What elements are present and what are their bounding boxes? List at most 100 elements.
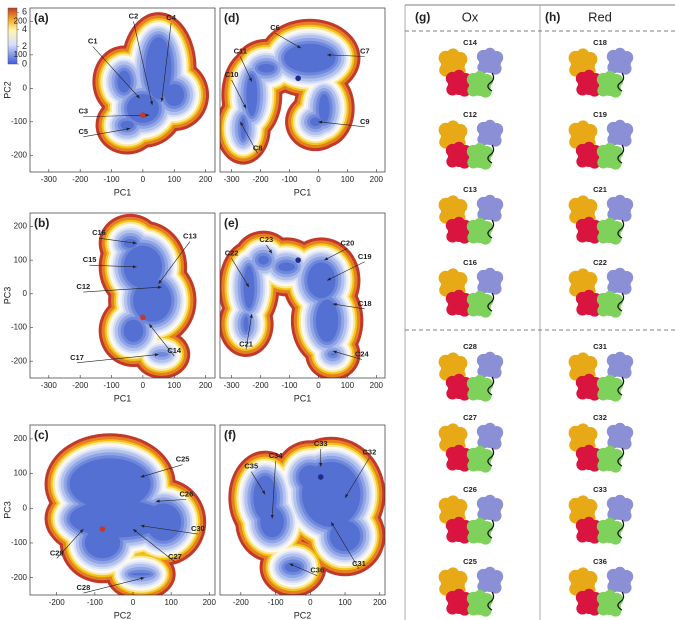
- structure-part: [588, 459, 601, 472]
- density-level: [257, 255, 269, 265]
- arrow-head: [270, 514, 274, 519]
- structure-part: [477, 61, 490, 74]
- x-tick-label: 100: [341, 175, 355, 184]
- colorbar-tick-label: 2: [22, 41, 27, 51]
- structure-label: C27: [463, 413, 477, 422]
- cluster-label: C3: [79, 107, 89, 116]
- structure-label: C33: [593, 485, 607, 494]
- structure-part: [588, 388, 601, 401]
- structure-part: [447, 268, 459, 281]
- cluster-arrow: [330, 521, 360, 569]
- arrow-head: [332, 350, 337, 354]
- x-tick-label: 100: [338, 598, 352, 607]
- colorbar-tick-label: 0: [22, 58, 27, 68]
- arrow-head: [136, 94, 140, 99]
- arrow-head: [268, 249, 273, 254]
- structure-part: [577, 268, 589, 281]
- structure-part: [447, 352, 459, 365]
- structure-part: [609, 604, 622, 617]
- structure-linker: [487, 376, 495, 396]
- x-tick-label: 200: [199, 175, 213, 184]
- structure-label: C14: [463, 38, 478, 47]
- x-tick-label: 100: [341, 381, 355, 390]
- structure-part: [583, 69, 595, 81]
- cluster-arrow: [83, 286, 162, 293]
- cluster-label: C26: [180, 489, 194, 498]
- structure-linker: [617, 376, 625, 396]
- structure-part: [597, 388, 610, 401]
- cluster-label: C32: [362, 448, 376, 457]
- structure-part: [477, 580, 490, 593]
- structure-part: [467, 156, 480, 169]
- structure-part: [607, 508, 620, 521]
- structure-part: [576, 155, 589, 168]
- structure-part: [614, 194, 626, 206]
- structure-part: [614, 351, 626, 363]
- structure-part: [474, 589, 486, 601]
- panel-label: (b): [34, 216, 49, 230]
- structure-part: [607, 208, 620, 221]
- colorbar-tick-label: 6: [22, 7, 27, 17]
- structure-part: [576, 530, 589, 543]
- structure-part: [458, 531, 471, 544]
- density-level: [246, 73, 258, 117]
- cluster-label: C8: [253, 144, 263, 153]
- density-level: [69, 458, 151, 510]
- structure-part: [614, 422, 626, 434]
- structure-label: C21: [593, 185, 607, 194]
- x-tick-label: 200: [203, 598, 217, 607]
- structure-part: [577, 48, 589, 61]
- structure-part: [607, 61, 620, 74]
- structure-part: [458, 231, 471, 244]
- structure-part: [577, 423, 589, 436]
- density-level: [330, 353, 336, 356]
- cluster-arrow: [271, 461, 276, 519]
- x-tick-label: -200: [72, 381, 89, 390]
- structure-part: [597, 531, 610, 544]
- structure-linker: [487, 72, 495, 92]
- arrow-head: [79, 529, 84, 533]
- cluster-arrow: [83, 114, 150, 118]
- structure-part: [447, 423, 459, 436]
- density-level: [120, 120, 134, 130]
- x-tick-label: -200: [253, 381, 270, 390]
- density: [92, 12, 210, 155]
- structure-part: [583, 444, 595, 456]
- cluster-label: C35: [244, 462, 258, 471]
- cluster-label: C19: [358, 252, 372, 261]
- structure-part: [489, 62, 502, 75]
- structure-part: [477, 281, 490, 294]
- structure-linker: [617, 219, 625, 239]
- density-level: [257, 63, 275, 73]
- structure-part: [474, 70, 486, 82]
- arrow-head: [297, 44, 302, 49]
- column-letter: (g): [415, 10, 430, 24]
- structure-part: [479, 232, 492, 245]
- x-tick-label: 0: [141, 175, 146, 184]
- structure-label: C32: [593, 413, 607, 422]
- structure-part: [609, 305, 622, 318]
- arrow-head: [140, 524, 145, 528]
- panel-label: (d): [224, 11, 239, 25]
- structure-label: C28: [463, 342, 477, 351]
- column-title: Red: [588, 9, 612, 24]
- y-tick-label: 200: [14, 222, 28, 231]
- structure-part: [583, 516, 595, 528]
- density-level: [145, 37, 172, 100]
- cluster-label: C28: [77, 583, 91, 592]
- structure-part: [597, 84, 610, 97]
- cluster-arrow: [318, 121, 365, 128]
- panel-label: (c): [34, 428, 49, 442]
- structure-linker: [487, 447, 495, 467]
- structure-part: [479, 604, 492, 617]
- density-level: [260, 506, 284, 538]
- x-tick-label: -300: [41, 381, 58, 390]
- structure-part: [619, 62, 632, 75]
- cluster-label: C11: [234, 46, 247, 55]
- density-level: [329, 520, 361, 552]
- structure-part: [479, 389, 492, 402]
- structure-part: [577, 495, 589, 508]
- structure-part: [484, 194, 496, 206]
- structure-part: [484, 351, 496, 363]
- structure-part: [489, 437, 502, 450]
